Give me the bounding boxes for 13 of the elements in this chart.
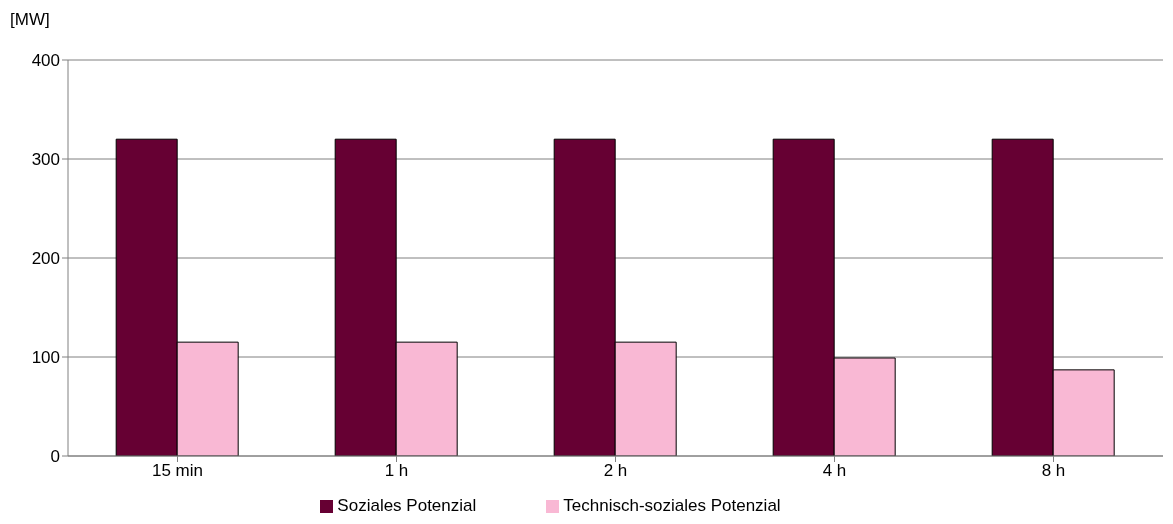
- y-tick-label: 300: [31, 150, 60, 170]
- legend-label: Technisch-soziales Potenzial: [563, 496, 781, 515]
- x-tick-label: 8 h: [1041, 461, 1066, 481]
- y-axis-title: [MW]: [10, 10, 50, 30]
- y-tick-label: 400: [31, 51, 60, 71]
- x-tick-label: 15 min: [151, 461, 204, 481]
- y-tick-label: 200: [31, 249, 60, 269]
- y-tick-label: 0: [50, 447, 60, 467]
- x-tick-label: 1 h: [384, 461, 409, 481]
- y-tick-label: 100: [31, 348, 60, 368]
- legend-label: Soziales Potenzial: [337, 496, 477, 515]
- x-tick-label: 2 h: [603, 461, 628, 481]
- x-tick-label: 4 h: [822, 461, 847, 481]
